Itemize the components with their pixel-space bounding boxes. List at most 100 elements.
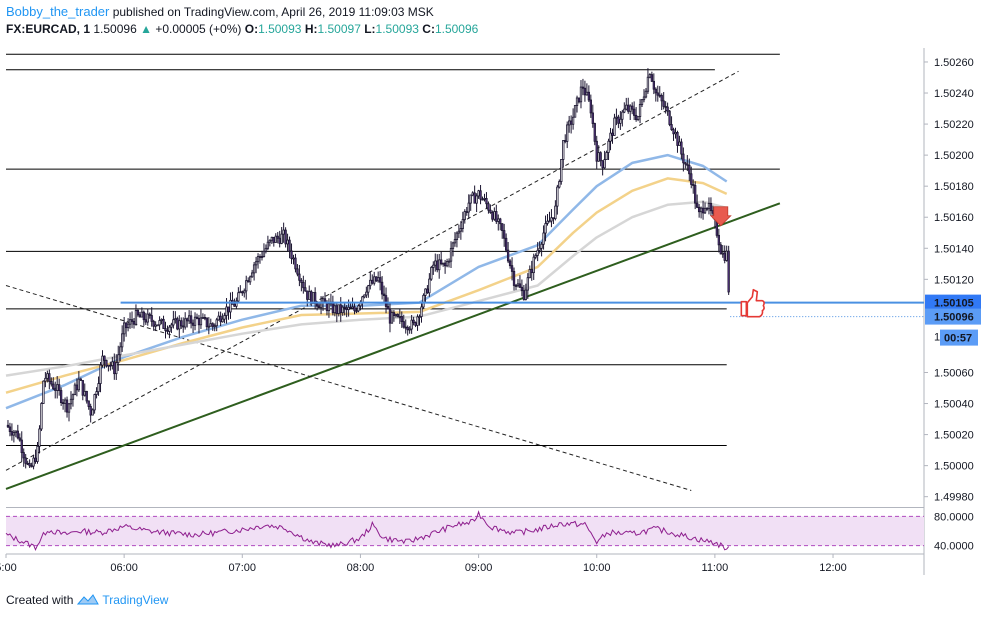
candle[interactable] [416, 316, 419, 326]
candle[interactable] [262, 250, 266, 257]
candle[interactable] [335, 305, 338, 314]
candle[interactable] [532, 256, 535, 274]
candle[interactable] [481, 198, 484, 201]
candle[interactable] [483, 197, 486, 200]
candle[interactable] [325, 302, 329, 312]
candle[interactable] [128, 319, 132, 325]
candle[interactable] [365, 291, 368, 296]
candle[interactable] [134, 310, 138, 325]
candle[interactable] [487, 203, 490, 211]
candle[interactable] [727, 250, 730, 293]
candle[interactable] [337, 304, 340, 314]
candle[interactable] [467, 202, 470, 213]
candle[interactable] [286, 239, 289, 245]
candle[interactable] [709, 203, 713, 212]
candle[interactable] [375, 276, 378, 282]
candle[interactable] [447, 260, 451, 263]
candle[interactable] [237, 292, 240, 302]
candle[interactable] [564, 140, 567, 142]
candle[interactable] [625, 104, 628, 110]
candle[interactable] [357, 305, 360, 312]
candle[interactable] [508, 260, 512, 267]
candle[interactable] [540, 243, 543, 249]
candle[interactable] [723, 252, 726, 261]
tradingview-brand[interactable]: TradingView [102, 593, 169, 607]
candle[interactable] [530, 269, 533, 274]
candle[interactable] [59, 390, 63, 404]
candle[interactable] [465, 211, 468, 213]
candle[interactable] [205, 317, 208, 328]
candle[interactable] [707, 203, 711, 210]
candle[interactable] [126, 323, 130, 329]
candle[interactable] [666, 106, 669, 112]
candle[interactable] [719, 244, 722, 255]
candle[interactable] [79, 378, 82, 381]
candle[interactable] [162, 318, 165, 329]
candle[interactable] [186, 318, 189, 322]
candle[interactable] [26, 462, 29, 465]
candle[interactable] [613, 117, 616, 136]
candle[interactable] [276, 235, 279, 239]
candle[interactable] [249, 276, 252, 283]
candle[interactable] [449, 247, 453, 262]
candle[interactable] [32, 457, 35, 467]
candle[interactable] [394, 314, 398, 317]
candle[interactable] [8, 426, 12, 432]
candle[interactable] [558, 181, 561, 188]
candle[interactable] [717, 234, 720, 246]
candle[interactable] [697, 206, 701, 213]
candle[interactable] [680, 141, 683, 155]
candle[interactable] [6, 424, 10, 428]
candle[interactable] [290, 250, 293, 259]
candle[interactable] [44, 377, 47, 382]
candle[interactable] [440, 259, 443, 264]
candle[interactable] [339, 304, 342, 314]
candle[interactable] [634, 114, 638, 120]
candle[interactable] [18, 437, 21, 441]
candle[interactable] [510, 265, 514, 272]
candle[interactable] [678, 141, 681, 146]
candle[interactable] [148, 313, 151, 316]
candle[interactable] [404, 326, 407, 329]
candle[interactable] [14, 430, 17, 433]
candle[interactable] [552, 217, 555, 220]
candle[interactable] [124, 322, 128, 329]
candle[interactable] [544, 223, 547, 234]
candle[interactable] [107, 364, 110, 367]
candle[interactable] [144, 319, 147, 323]
candle[interactable] [686, 163, 689, 166]
candle[interactable] [211, 323, 214, 327]
candle[interactable] [122, 322, 126, 335]
candle[interactable] [119, 346, 122, 356]
candle[interactable] [195, 316, 199, 319]
candle[interactable] [288, 239, 291, 252]
candle[interactable] [182, 325, 185, 328]
candle[interactable] [473, 192, 476, 204]
candle[interactable] [213, 325, 216, 328]
candle[interactable] [36, 445, 39, 462]
candle[interactable] [227, 306, 230, 313]
candle[interactable] [317, 305, 321, 309]
candle[interactable] [333, 305, 336, 314]
candle[interactable] [308, 291, 311, 300]
candle[interactable] [178, 320, 181, 330]
candle[interactable] [380, 281, 384, 295]
candle[interactable] [388, 308, 392, 324]
candle[interactable] [34, 457, 37, 462]
candle[interactable] [239, 291, 242, 294]
candle[interactable] [266, 241, 270, 249]
candle[interactable] [408, 328, 411, 331]
candle[interactable] [672, 129, 675, 135]
candle[interactable] [495, 211, 498, 222]
candle[interactable] [664, 105, 667, 108]
candle[interactable] [432, 264, 435, 268]
candle[interactable] [235, 300, 238, 307]
candle[interactable] [296, 268, 299, 275]
candle[interactable] [526, 277, 529, 291]
candle[interactable] [172, 319, 175, 326]
candle[interactable] [81, 380, 84, 396]
candle[interactable] [617, 116, 620, 124]
candle[interactable] [87, 400, 90, 407]
candle[interactable] [187, 315, 191, 322]
candle[interactable] [56, 384, 59, 391]
